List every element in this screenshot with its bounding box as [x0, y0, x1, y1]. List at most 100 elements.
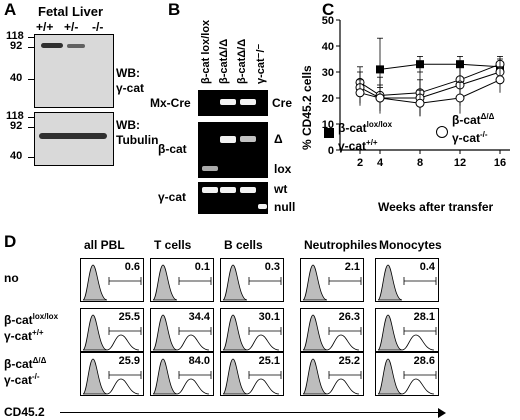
data-point-square	[376, 65, 384, 74]
gel2-right-delta: Δ	[274, 132, 283, 146]
arrow-head-icon	[438, 408, 446, 418]
marker-118: 118	[6, 30, 24, 42]
cd45-axis-label: CD45.2	[4, 405, 45, 419]
flow-gate-percent: 26.3	[338, 311, 360, 323]
flow-row-label: no	[4, 271, 19, 285]
flow-gate-percent: 2.1	[344, 261, 360, 273]
flow-histogram: 28.6	[375, 352, 439, 396]
legend1-line2: γ-cat+/+	[338, 138, 378, 153]
flow-row-label: β-catΔ/Δ	[4, 356, 47, 371]
legend2-line2: γ-cat-/-	[452, 130, 488, 145]
lane-label-4: γ-cat⁻/⁻	[255, 43, 267, 84]
western-blot-gamma-cat	[34, 34, 114, 108]
gel1-left-label: Mx-Cre	[150, 96, 191, 110]
blot1-label-line1: WB:	[116, 66, 140, 80]
genotype-het: +/-	[64, 20, 79, 34]
legend1-line1: β-catlox/lox	[338, 120, 393, 135]
chart-ylabel: % CD45.2 cells	[300, 65, 314, 150]
flow-histogram: 0.1	[150, 258, 214, 302]
y-tick-label: 0	[328, 145, 334, 157]
flow-histogram: 28.1	[375, 308, 439, 352]
flow-column-header: T cells	[154, 238, 192, 252]
lane-label-3: β-catΔ/Δ	[236, 38, 248, 84]
gel3-right-null: null	[274, 200, 296, 214]
flow-histogram: 34.4	[150, 308, 214, 352]
flow-gate-percent: 25.9	[118, 355, 140, 367]
genotype-ko: -/-	[92, 20, 104, 34]
lane-label-1: β-cat lox/lox	[200, 19, 212, 84]
flow-histogram: 25.1	[220, 352, 284, 396]
marker2-40: 40	[10, 150, 23, 162]
cd45-axis-arrow	[60, 412, 440, 413]
x-tick-label: 8	[417, 157, 423, 169]
flow-histogram: 25.5	[80, 308, 144, 352]
y-tick-label: 20	[322, 93, 334, 105]
panel-d-letter: D	[4, 232, 17, 251]
data-point-circle	[495, 75, 505, 85]
chart-xlabel: Weeks after transfer	[378, 200, 494, 214]
y-tick-label: 50	[322, 15, 334, 27]
flow-gate-percent: 25.5	[118, 311, 140, 323]
blot2-label-line1: WB:	[116, 118, 140, 132]
lane-label-2: β-catΔ/Δ	[218, 38, 230, 84]
western-blot-tubulin	[34, 112, 114, 166]
data-point-square	[416, 60, 424, 69]
panel-c-letter: C	[322, 0, 335, 19]
legend-open-circle	[436, 126, 448, 138]
gel2-right-lox: lox	[274, 162, 292, 176]
x-tick-label: 4	[377, 157, 384, 169]
flow-histogram: 25.9	[80, 352, 144, 396]
flow-row-label-line2: γ-cat-/-	[4, 372, 40, 387]
marker-92: 92	[10, 40, 23, 52]
gel-beta-cat	[198, 122, 268, 178]
marker2-118: 118	[6, 110, 24, 122]
flow-gate-percent: 34.4	[188, 311, 210, 323]
data-point-circle	[455, 93, 465, 103]
flow-histogram: 2.1	[300, 258, 364, 302]
flow-column-header: Monocytes	[379, 238, 442, 252]
flow-column-header: Neutrophiles	[304, 238, 378, 252]
blot1-label-line2: γ-cat	[116, 81, 145, 95]
y-tick-label: 30	[322, 67, 334, 79]
flow-gate-percent: 25.1	[258, 355, 280, 367]
x-tick-label: 2	[357, 157, 363, 169]
y-tick-label: 40	[322, 41, 334, 53]
gel-mx-cre	[198, 90, 268, 116]
flow-gate-percent: 0.3	[264, 261, 280, 273]
marker-40: 40	[10, 72, 23, 84]
gel3-right-wt: wt	[274, 182, 288, 196]
legend2-line1: β-catΔ/Δ	[452, 112, 495, 127]
flow-row-label: β-catlox/lox	[4, 312, 59, 327]
flow-histogram: 0.4	[375, 258, 439, 302]
gel2-left-label: β-cat	[158, 142, 187, 156]
data-point-circle	[355, 88, 365, 98]
flow-histogram: 30.1	[220, 308, 284, 352]
flow-gate-percent: 0.4	[419, 261, 435, 273]
flow-gate-percent: 25.2	[338, 355, 360, 367]
flow-histogram: 0.6	[80, 258, 144, 302]
flow-gate-percent: 28.1	[413, 311, 435, 323]
data-point-circle	[415, 98, 425, 108]
flow-gate-percent: 0.6	[124, 261, 140, 273]
flow-gate-percent: 84.0	[188, 355, 210, 367]
flow-gate-percent: 28.6	[413, 355, 435, 367]
x-tick-label: 12	[454, 157, 466, 169]
legend-filled-square	[324, 128, 334, 138]
flow-histogram: 26.3	[300, 308, 364, 352]
flow-histogram: 84.0	[150, 352, 214, 396]
flow-column-header: B cells	[224, 238, 263, 252]
panel-a-letter: A	[4, 0, 17, 19]
flow-gate-percent: 30.1	[258, 311, 280, 323]
marker2-92: 92	[10, 120, 23, 132]
series-line	[379, 63, 501, 70]
flow-histogram: 25.2	[300, 352, 364, 396]
flow-histogram: 0.3	[220, 258, 284, 302]
flow-gate-percent: 0.1	[194, 261, 210, 273]
flow-column-header: all PBL	[84, 238, 125, 252]
panel-b-letter: B	[168, 0, 181, 19]
data-point-circle	[375, 93, 385, 103]
blot2-label-line2: Tubulin	[116, 133, 159, 147]
flow-row-label-line2: γ-cat+/+	[4, 328, 44, 343]
gel1-right-label: Cre	[272, 96, 293, 110]
